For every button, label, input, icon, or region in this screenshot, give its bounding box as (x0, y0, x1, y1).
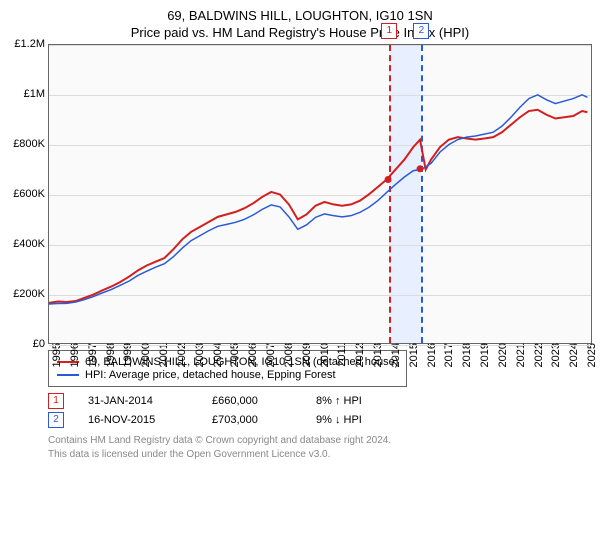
x-axis-label: 2005 (229, 343, 241, 367)
x-axis-label: 2002 (176, 343, 188, 367)
y-axis-label: £600K (13, 188, 45, 200)
page-subtitle: Price paid vs. HM Land Registry's House … (8, 25, 592, 40)
transaction-price: £703,000 (212, 414, 292, 426)
page-title: 69, BALDWINS HILL, LOUGHTON, IG10 1SN (8, 8, 592, 23)
x-axis-label: 2008 (283, 343, 295, 367)
marker-label-box: 2 (413, 23, 429, 39)
y-axis-label: £1M (24, 88, 45, 100)
x-axis-label: 2016 (426, 343, 438, 367)
transaction-price: £660,000 (212, 395, 292, 407)
attribution-footer: Contains HM Land Registry data © Crown c… (48, 434, 592, 461)
series-hpi (49, 95, 587, 304)
transaction-date: 31-JAN-2014 (88, 395, 188, 407)
transactions-table: 1 31-JAN-2014 £660,000 8% ↑ HPI 2 16-NOV-2015… (48, 393, 592, 428)
x-axis-label: 2006 (247, 343, 259, 367)
x-axis-label: 2012 (354, 343, 366, 367)
chart-lines (49, 45, 591, 344)
transaction-number-box: 1 (48, 393, 64, 409)
series-property (49, 110, 587, 303)
x-axis-label: 2019 (479, 343, 491, 367)
x-axis-label: 2023 (550, 343, 562, 367)
y-axis-label: £0 (33, 338, 45, 350)
transaction-delta: 9% ↓ HPI (316, 414, 396, 426)
footer-line: This data is licensed under the Open Gov… (48, 448, 592, 462)
x-axis-label: 1996 (69, 343, 81, 367)
x-axis-label: 2024 (568, 343, 580, 367)
gridline-h (49, 345, 591, 346)
price-chart: £0£200K£400K£600K£800K£1M£1.2M1995199619… (48, 44, 592, 344)
y-axis-label: £200K (13, 288, 45, 300)
x-axis-label: 2001 (158, 343, 170, 367)
y-axis-label: £800K (13, 138, 45, 150)
x-axis-label: 1999 (122, 343, 134, 367)
transaction-delta: 8% ↑ HPI (316, 395, 396, 407)
x-axis-label: 2007 (265, 343, 277, 367)
x-axis-label: 2018 (461, 343, 473, 367)
x-axis-label: 1998 (105, 343, 117, 367)
x-axis-label: 2013 (372, 343, 384, 367)
y-axis-label: £1.2M (14, 38, 45, 50)
x-axis-label: 2003 (194, 343, 206, 367)
transaction-row: 1 31-JAN-2014 £660,000 8% ↑ HPI (48, 393, 592, 409)
x-axis-label: 2011 (336, 343, 348, 367)
x-axis-label: 2022 (533, 343, 545, 367)
x-axis-label: 2014 (390, 343, 402, 367)
x-axis-label: 2017 (443, 343, 455, 367)
legend-swatch (57, 374, 79, 376)
transaction-row: 2 16-NOV-2015 £703,000 9% ↓ HPI (48, 412, 592, 428)
x-axis-label: 2020 (497, 343, 509, 367)
x-axis-label: 2021 (515, 343, 527, 367)
transaction-number-box: 2 (48, 412, 64, 428)
y-axis-label: £400K (13, 238, 45, 250)
x-axis-label: 2000 (140, 343, 152, 367)
transaction-dot (417, 165, 424, 172)
footer-line: Contains HM Land Registry data © Crown c… (48, 434, 592, 448)
legend-label: HPI: Average price, detached house, Eppi… (85, 369, 336, 381)
transaction-dot (385, 176, 392, 183)
x-axis-label: 2025 (586, 343, 598, 367)
x-axis-label: 2004 (212, 343, 224, 367)
x-axis-label: 1997 (87, 343, 99, 367)
transaction-date: 16-NOV-2015 (88, 414, 188, 426)
legend-row: HPI: Average price, detached house, Eppi… (57, 369, 398, 381)
x-axis-label: 1995 (51, 343, 63, 367)
x-axis-label: 2010 (319, 343, 331, 367)
marker-label-box: 1 (381, 23, 397, 39)
x-axis-label: 2009 (301, 343, 313, 367)
x-axis-label: 2015 (408, 343, 420, 367)
